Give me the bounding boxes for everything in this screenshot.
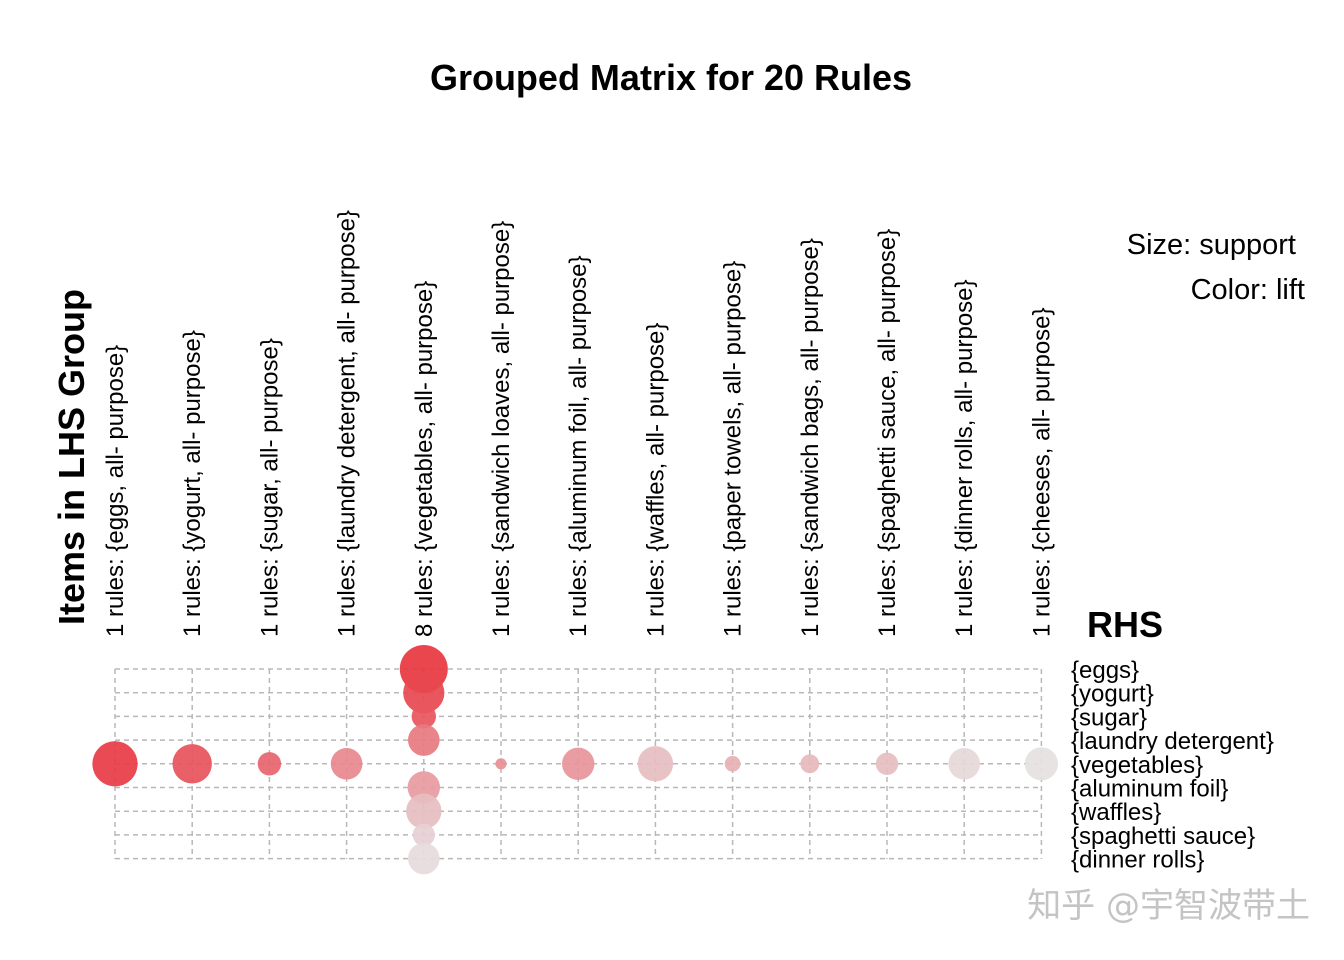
rhs-item-label: {waffles} <box>1071 799 1161 826</box>
lhs-group-label: 1 rules: {sugar, all- purpose} <box>256 338 283 637</box>
rule-bubble <box>562 747 595 780</box>
legend-color: Color: lift <box>1191 274 1305 306</box>
lhs-group-label: 1 rules: {laundry detergent, all- purpos… <box>334 210 361 637</box>
lhs-group-labels: 1 rules: {eggs, all- purpose} 1 rules: {y… <box>102 210 1055 637</box>
lhs-group-label: 1 rules: {sandwich bags, all- purpose} <box>797 238 824 637</box>
lhs-group-label: 1 rules: {aluminum foil, all- purpose} <box>565 255 592 637</box>
rhs-item-label: {spaghetti sauce} <box>1071 823 1255 850</box>
rule-bubble <box>875 752 899 775</box>
lhs-group-label: 1 rules: {sandwich loaves, all- purpose} <box>488 221 515 637</box>
rule-bubble <box>800 754 820 774</box>
rule-bubble <box>408 724 440 756</box>
lhs-group-label: 1 rules: {spaghetti sauce, all- purpose} <box>874 229 901 637</box>
chart-title: Grouped Matrix for 20 Rules <box>430 57 912 98</box>
rule-bubbles <box>92 645 1058 875</box>
lhs-group-label: 1 rules: {waffles, all- purpose} <box>642 323 669 637</box>
rule-bubble <box>637 746 674 782</box>
lhs-group-label: 1 rules: {yogurt, all- purpose} <box>179 330 206 637</box>
rule-bubble <box>724 755 741 772</box>
y-axis-title: Items in LHS Group <box>51 289 92 625</box>
rule-bubble <box>92 741 138 787</box>
lhs-group-label: 1 rules: {dinner rolls, all- purpose} <box>951 279 978 637</box>
rule-bubble <box>495 758 507 770</box>
rhs-item-label: {dinner rolls} <box>1071 847 1204 874</box>
lhs-group-label: 1 rules: {eggs, all- purpose} <box>102 345 129 637</box>
rule-bubble <box>408 842 440 875</box>
rhs-item-label: {aluminum foil} <box>1071 776 1228 803</box>
watermark: 知乎 @宇智波带土 <box>1027 886 1310 926</box>
x-axis-title: RHS <box>1087 604 1163 645</box>
lhs-group-label: 1 rules: {cheeses, all- purpose} <box>1028 307 1055 637</box>
rule-bubble <box>330 748 363 780</box>
rule-bubble <box>948 748 980 780</box>
rule-bubble <box>1024 747 1058 781</box>
rhs-labels: {eggs}{yogurt}{sugar}{laundry detergent}… <box>1071 657 1274 874</box>
rhs-item-label: {eggs} <box>1071 657 1139 684</box>
rule-bubble <box>411 704 436 729</box>
rhs-item-label: {yogurt} <box>1071 681 1154 708</box>
rule-bubble <box>172 744 212 784</box>
rule-bubble <box>412 823 435 847</box>
rule-bubble <box>406 793 442 829</box>
rhs-item-label: {vegetables} <box>1071 752 1203 779</box>
rhs-item-label: {sugar} <box>1071 704 1147 731</box>
rule-bubble <box>403 672 445 714</box>
rule-bubble <box>257 752 282 776</box>
lhs-group-label: 1 rules: {paper towels, all- purpose} <box>720 261 747 637</box>
rhs-item-label: {laundry detergent} <box>1071 728 1274 755</box>
lhs-group-label: 8 rules: {vegetables, all- purpose} <box>411 281 438 637</box>
legend-size: Size: support <box>1127 229 1296 261</box>
